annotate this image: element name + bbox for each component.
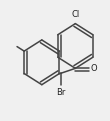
Text: O: O (91, 64, 97, 73)
Text: Br: Br (56, 88, 66, 97)
Text: Cl: Cl (71, 10, 79, 19)
